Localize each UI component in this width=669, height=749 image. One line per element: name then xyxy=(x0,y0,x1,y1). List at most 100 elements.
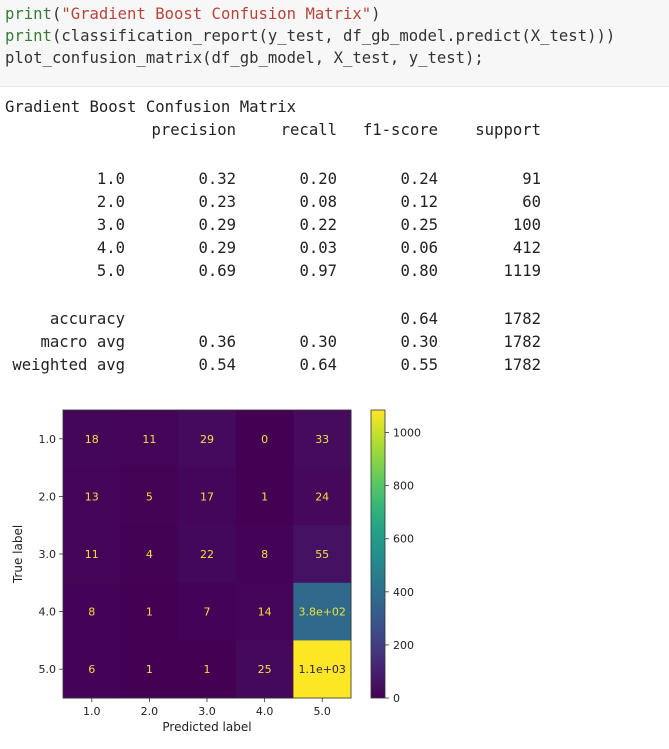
x-tick-label: 4.0 xyxy=(256,705,274,718)
report-row: 2.0 0.23 0.08 0.12 60 xyxy=(0,191,669,214)
report-recall: 0.20 xyxy=(299,170,337,188)
report-precision: 0.32 xyxy=(198,170,236,188)
cell-value-label: 6 xyxy=(88,663,95,676)
heatmap-cell xyxy=(293,467,352,526)
cell-value-label: 29 xyxy=(200,433,214,446)
heatmap-cell xyxy=(120,582,179,641)
cell-value-label: 7 xyxy=(204,606,211,619)
report-header-cell: f1-score xyxy=(362,121,438,139)
report-row: 3.0 0.29 0.22 0.25 100 xyxy=(0,214,669,237)
heatmap-cell xyxy=(178,410,237,469)
y-axis-label: True label xyxy=(11,525,25,584)
report-recall: 0.64 xyxy=(299,356,337,374)
colorbar-tick-label: 600 xyxy=(393,533,414,546)
report-recall: 0.97 xyxy=(299,262,337,280)
x-tick-label: 3.0 xyxy=(198,705,216,718)
heatmap-cell xyxy=(63,582,122,641)
heatmap-cell xyxy=(120,467,179,526)
y-tick-label: 3.0 xyxy=(39,548,57,561)
code-token-fn: print xyxy=(5,27,52,45)
report-header-cell: recall xyxy=(280,121,337,139)
cell-value-label: 22 xyxy=(200,548,214,561)
cell-value-label: 5 xyxy=(146,490,153,503)
heatmap-cell xyxy=(63,467,122,526)
heatmap-cell xyxy=(63,640,122,699)
report-f1: 0.55 xyxy=(400,356,438,374)
cell-value-label: 1 xyxy=(146,606,153,619)
report-support: 1782 xyxy=(503,310,541,328)
cell-value-label: 0 xyxy=(261,433,268,446)
report-row: macro avg 0.36 0.30 0.30 1782 xyxy=(0,331,669,354)
report-support: 100 xyxy=(512,216,541,234)
colorbar-tick-label: 200 xyxy=(393,639,414,652)
code-token-rest: plot_confusion_matrix(df_gb_model, X_tes… xyxy=(5,49,484,67)
report-recall: 0.22 xyxy=(299,216,337,234)
heatmap-cell xyxy=(235,525,294,584)
heatmap-cell xyxy=(235,410,294,469)
code-token-paren: ) xyxy=(371,5,381,23)
report-row-label: 1.0 xyxy=(96,170,125,188)
report-f1: 0.12 xyxy=(400,193,438,211)
code-line-1: print("Gradient Boost Confusion Matrix") xyxy=(5,3,669,25)
report-header-row: precision recall f1-score support xyxy=(0,119,669,142)
heatmap-cell xyxy=(293,525,352,584)
cell-value-label: 18 xyxy=(85,433,99,446)
report-precision: 0.36 xyxy=(198,333,236,351)
report-row-label: 2.0 xyxy=(96,193,125,211)
heatmap-cell xyxy=(235,582,294,641)
x-axis-label: Predicted label xyxy=(162,720,251,734)
y-tick-label: 4.0 xyxy=(39,606,57,619)
heatmap-cell xyxy=(63,410,122,469)
report-f1: 0.25 xyxy=(400,216,438,234)
colorbar xyxy=(370,409,386,699)
code-cell[interactable]: print("Gradient Boost Confusion Matrix")… xyxy=(0,0,669,87)
colorbar-tick-label: 0 xyxy=(393,692,400,705)
y-tick-label: 5.0 xyxy=(39,663,57,676)
report-f1: 0.06 xyxy=(400,239,438,257)
report-recall: 0.30 xyxy=(299,333,337,351)
cell-value-label: 1 xyxy=(204,663,211,676)
report-row: 4.0 0.29 0.03 0.06 412 xyxy=(0,237,669,260)
cell-value-label: 33 xyxy=(315,433,329,446)
cell-value-label: 4 xyxy=(146,548,153,561)
report-f1: 0.80 xyxy=(400,262,438,280)
code-token-rest: (classification_report(y_test, df_gb_mod… xyxy=(51,27,616,45)
report-f1: 0.24 xyxy=(400,170,438,188)
report-precision: 0.69 xyxy=(198,262,236,280)
code-line-3: plot_confusion_matrix(df_gb_model, X_tes… xyxy=(5,47,669,69)
heatmap-cell xyxy=(178,582,237,641)
report-row-label: 3.0 xyxy=(96,216,125,234)
output-title: Gradient Boost Confusion Matrix xyxy=(5,98,297,116)
report-f1: 0.64 xyxy=(400,310,438,328)
heatmap-cell xyxy=(235,640,294,699)
report-support: 1782 xyxy=(503,356,541,374)
x-tick-label: 2.0 xyxy=(141,705,159,718)
colorbar-tick-label: 400 xyxy=(393,586,414,599)
report-support: 60 xyxy=(522,193,541,211)
x-tick-label: 5.0 xyxy=(313,705,331,718)
report-precision: 0.29 xyxy=(198,216,236,234)
confusion-matrix-chart: 18 11 29 0 33 13 5 17 1 24 11 4 22 8 55 8 1 7 14 3.8e+02 6 1 1… xyxy=(0,395,669,745)
heatmap-cell xyxy=(178,640,237,699)
report-support: 1782 xyxy=(503,333,541,351)
cell-value-label: 25 xyxy=(258,663,272,676)
cell-value-label: 1 xyxy=(146,663,153,676)
cell-value-label: 14 xyxy=(258,606,272,619)
report-row: 1.0 0.32 0.20 0.24 91 xyxy=(0,168,669,191)
heatmap-cell xyxy=(120,410,179,469)
report-recall: 0.08 xyxy=(299,193,337,211)
report-f1: 0.30 xyxy=(400,333,438,351)
report-precision: 0.54 xyxy=(198,356,236,374)
cell-value-label: 13 xyxy=(85,490,99,503)
report-row: weighted avg 0.54 0.64 0.55 1782 xyxy=(0,354,669,377)
report-row-label: macro avg xyxy=(40,333,126,351)
report-support: 91 xyxy=(522,170,541,188)
heatmap-cell xyxy=(293,582,352,641)
y-tick-label: 2.0 xyxy=(39,490,57,503)
heatmap-cell xyxy=(235,467,294,526)
report-row-label: weighted avg xyxy=(12,356,125,374)
cell-value-label: 11 xyxy=(85,548,99,561)
report-row: accuracy 0.64 1782 xyxy=(0,308,669,331)
report-precision: 0.23 xyxy=(198,193,236,211)
code-token-fn: print xyxy=(5,5,52,23)
